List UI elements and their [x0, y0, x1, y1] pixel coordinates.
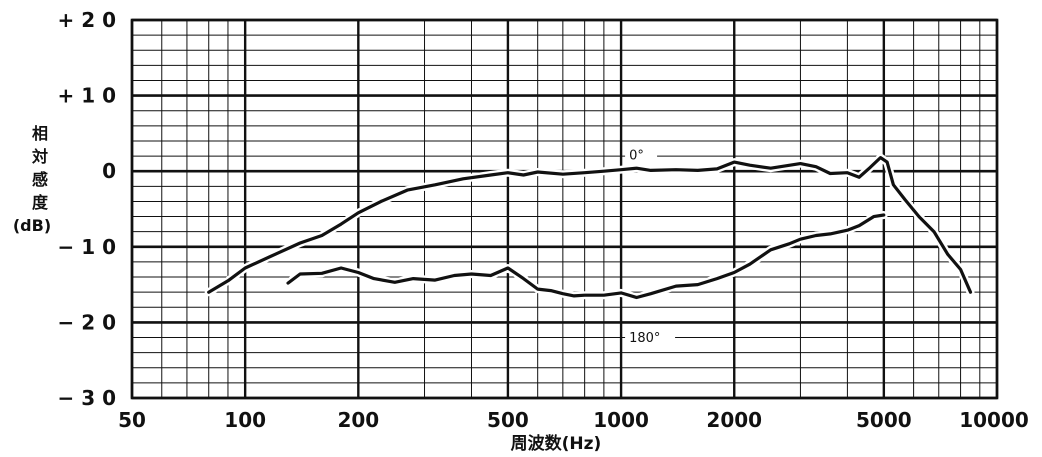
y-axis-tick-labels: + 2 0 + 1 0 0 − 1 0 − 2 0 − 3 0	[57, 8, 116, 410]
chart-grid	[130, 18, 999, 400]
series-label: 0°	[629, 149, 644, 164]
series-halo-1	[284, 211, 888, 302]
x-tick-label: 200	[337, 408, 379, 432]
x-tick-label: 10000	[959, 408, 1029, 432]
y-axis-label-line: 対	[31, 147, 48, 166]
y-tick-label: − 2 0	[57, 310, 116, 334]
x-tick-label: 1000	[593, 408, 649, 432]
y-tick-label: + 1 0	[57, 84, 116, 108]
series-line-1	[286, 213, 886, 300]
y-tick-label: − 3 0	[57, 386, 116, 410]
y-axis-label-line: 感	[32, 170, 48, 189]
chart-curves	[204, 153, 975, 302]
x-tick-label: 100	[224, 408, 266, 432]
x-tick-label: 5000	[856, 408, 912, 432]
series-label: 180°	[629, 331, 660, 346]
y-axis-label-line: 度	[32, 193, 49, 212]
x-axis-tick-labels: 50 100 200 500 1000 2000 5000 10000	[118, 408, 1029, 432]
plot-frame	[130, 18, 999, 400]
y-axis-label-line: (dB)	[13, 216, 51, 235]
series-label-bg-0	[625, 146, 658, 163]
x-tick-label: 50	[118, 408, 146, 432]
y-tick-label: 0	[102, 159, 116, 183]
series-label-bg-1	[625, 328, 676, 345]
x-tick-label: 500	[487, 408, 529, 432]
y-axis-label-line: 相	[32, 124, 48, 143]
x-tick-label: 2000	[706, 408, 762, 432]
x-axis-label: 周波数(Hz)	[511, 433, 602, 454]
y-tick-label: + 2 0	[57, 8, 116, 32]
series-line-0	[207, 156, 973, 294]
series-annotations: 0° 180°	[625, 146, 676, 346]
y-tick-label: − 1 0	[57, 235, 116, 259]
